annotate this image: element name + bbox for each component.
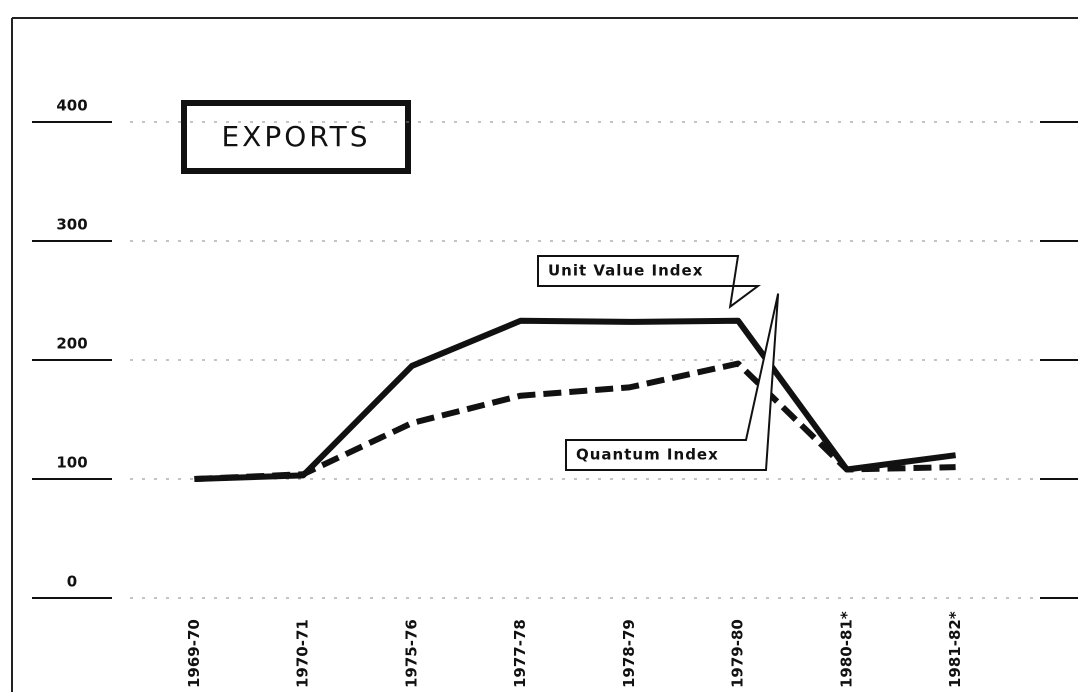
- y-tick-label: 0: [67, 573, 77, 591]
- y-tick-label: 400: [56, 97, 87, 115]
- x-tick-label: 1980-81*: [837, 611, 855, 688]
- series-line: [194, 317, 957, 482]
- x-tick-label: 1969-70: [185, 619, 203, 688]
- x-tick-label: 1978-79: [620, 619, 638, 688]
- y-tick-label: 300: [56, 216, 87, 234]
- y-tick-label: 200: [56, 335, 87, 353]
- x-tick-label: 1970-71: [294, 619, 312, 688]
- series-line: [194, 360, 956, 482]
- callout-box: [565, 293, 780, 471]
- x-tick-label: 1975-76: [402, 619, 420, 688]
- title-box: [181, 100, 411, 174]
- chart-title: EXPORTS: [221, 120, 370, 153]
- x-tick-label: 1979-80: [729, 619, 747, 688]
- x-tick-label: 1977-78: [511, 619, 529, 688]
- y-tick-label: 100: [56, 454, 87, 472]
- callout-box: [537, 255, 762, 309]
- x-tick-label: 1981-82*: [946, 611, 964, 688]
- legend-label: Unit Value Index: [548, 262, 703, 280]
- legend-label: Quantum Index: [576, 446, 719, 464]
